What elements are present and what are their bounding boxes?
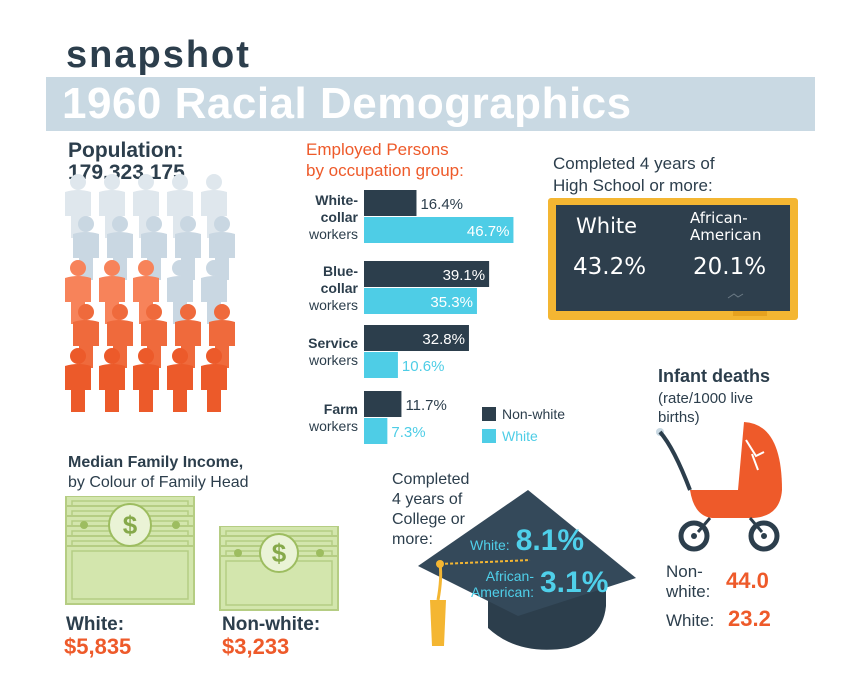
bar-label-white-3: 7.3% — [391, 424, 425, 441]
income-white-label: White: — [66, 614, 125, 635]
college-title-line3: College or — [392, 511, 465, 528]
infant-nonwhite-value: 44.0 — [726, 568, 769, 593]
bar-white-3 — [364, 418, 388, 444]
income-nonwhite-label: Non-white: — [222, 614, 321, 635]
income-title-line1: Median Family Income, — [68, 454, 244, 471]
college-white-row: White: 8.1% — [470, 524, 584, 558]
page-title: 1960 Racial Demographics — [62, 79, 632, 128]
category-label-line: Blue- — [323, 263, 358, 279]
hs-aa-label-line1: African- — [690, 209, 748, 227]
legend-item-nonwhite: Non-white — [482, 406, 592, 422]
baby-carriage-icon — [656, 422, 782, 552]
bar-label-white-0: 46.7% — [467, 223, 510, 240]
population-people-grid — [65, 174, 235, 412]
college-aa-label-line2: American: — [470, 584, 534, 600]
bar-label-white-2: 10.6% — [402, 358, 445, 375]
population-value: 179,323,175 — [68, 161, 185, 184]
population-block: Population: 179,323,175 — [68, 140, 185, 184]
category-label-line: workers — [308, 226, 358, 242]
bar-label-non-white-0: 16.4% — [420, 196, 463, 213]
income-nonwhite-value: $3,233 — [222, 634, 290, 659]
dollar-bill-icon: $ — [65, 496, 195, 605]
person-icon — [65, 348, 91, 412]
person-icon — [201, 348, 227, 412]
infant-subtitle: (rate/1000 live births) — [658, 389, 753, 427]
infant-nonwhite-label-line1: Non- — [666, 562, 703, 581]
legend-item-white: White — [482, 428, 592, 444]
bill — [65, 545, 195, 605]
bar-non-white-3 — [364, 391, 402, 417]
kicker-text: snapshot — [66, 34, 251, 76]
college-white-value: 8.1% — [515, 524, 585, 557]
bar-non-white-0 — [364, 190, 417, 216]
infant-nonwhite-label: Non- white: — [666, 562, 710, 602]
dollar-bill-icon: $ — [219, 526, 339, 611]
chalkboard-icon — [548, 198, 798, 320]
college-aa-label: African- American: — [442, 568, 534, 600]
college-white-label: White: — [470, 537, 510, 553]
chart-title-line1: Employed Persons — [306, 140, 449, 159]
category-label-line: White- — [315, 192, 358, 208]
bar-label-white-1: 35.3% — [430, 294, 473, 311]
income-title: Median Family Income, by Colour of Famil… — [68, 453, 249, 493]
legend-label-white: White — [502, 428, 538, 444]
category-label-line: workers — [308, 418, 358, 434]
bar-non-white-2 — [364, 325, 469, 351]
college-title-line1: Completed — [392, 471, 470, 488]
person-icon — [99, 348, 125, 412]
bar-white-2 — [364, 352, 398, 378]
hs-aa-label: African- American — [690, 210, 761, 244]
category-label-line: collar — [320, 280, 358, 296]
infant-nonwhite-label-line2: white: — [666, 582, 711, 601]
high-school-title-line1: Completed 4 years of — [553, 154, 715, 173]
infant-subtitle-line2: births) — [658, 409, 700, 426]
category-label-line: Service — [308, 335, 358, 351]
income-title-line2: by Colour of Family Head — [68, 474, 249, 491]
high-school-title-line2: High School or more: — [553, 176, 713, 195]
college-title-line4: more: — [392, 531, 433, 548]
category-label: Blue-collar workers — [278, 263, 358, 314]
bar-white-0 — [364, 217, 514, 243]
category-label: Service workers — [278, 335, 358, 369]
svg-text:$: $ — [123, 510, 138, 540]
person-icon — [133, 348, 159, 412]
title-banner — [46, 77, 815, 131]
person-icon — [167, 348, 193, 412]
college-aa-value: 3.1% — [540, 566, 609, 599]
bar-label-non-white-3: 11.7% — [405, 397, 446, 414]
chart-legend: Non-white White — [482, 406, 592, 444]
category-label-line: workers — [308, 297, 358, 313]
bar-label-non-white-2: 32.8% — [422, 331, 465, 348]
high-school-title: Completed 4 years of High School or more… — [553, 153, 715, 197]
hs-aa-label-line2: American — [690, 226, 762, 244]
hs-aa-value: 20.1% — [693, 254, 767, 280]
chart-title: Employed Persons by occupation group: — [306, 139, 464, 181]
bar-label-non-white-1: 39.1% — [443, 267, 486, 284]
chart-title-line2: by occupation group: — [306, 161, 464, 180]
bar-non-white-1 — [364, 261, 490, 287]
category-label-line: collar — [320, 209, 358, 225]
legend-swatch-nonwhite — [482, 407, 496, 421]
college-aa-label-line1: African- — [485, 568, 534, 584]
svg-text:$: $ — [272, 538, 287, 568]
occupation-bar-chart: 16.4%46.7% 39.1% 35.3% 32.8% 10.6% 11.7% 7.3% — [364, 190, 514, 444]
category-label-line: workers — [308, 352, 358, 368]
infant-subtitle-line1: (rate/1000 live — [658, 390, 754, 407]
hs-white-label: White — [576, 214, 638, 238]
legend-label-nonwhite: Non-white — [502, 406, 566, 422]
infant-white-label: White: — [666, 611, 715, 630]
hs-white-value: 43.2% — [573, 254, 647, 280]
infant-white-value: 23.2 — [728, 606, 771, 631]
category-label: Farm workers — [278, 401, 358, 435]
college-title: Completed 4 years of College or more: — [392, 470, 469, 550]
bar-white-1 — [364, 288, 477, 314]
legend-swatch-white — [482, 429, 496, 443]
income-white-value: $5,835 — [64, 634, 132, 659]
population-label: Population: — [68, 139, 184, 162]
graduation-cap-icon — [418, 490, 636, 650]
infant-title: Infant deaths — [658, 366, 771, 386]
category-label: White-collar workers — [278, 192, 358, 243]
category-label-line: Farm — [323, 401, 358, 417]
college-title-line2: 4 years of — [392, 491, 463, 508]
